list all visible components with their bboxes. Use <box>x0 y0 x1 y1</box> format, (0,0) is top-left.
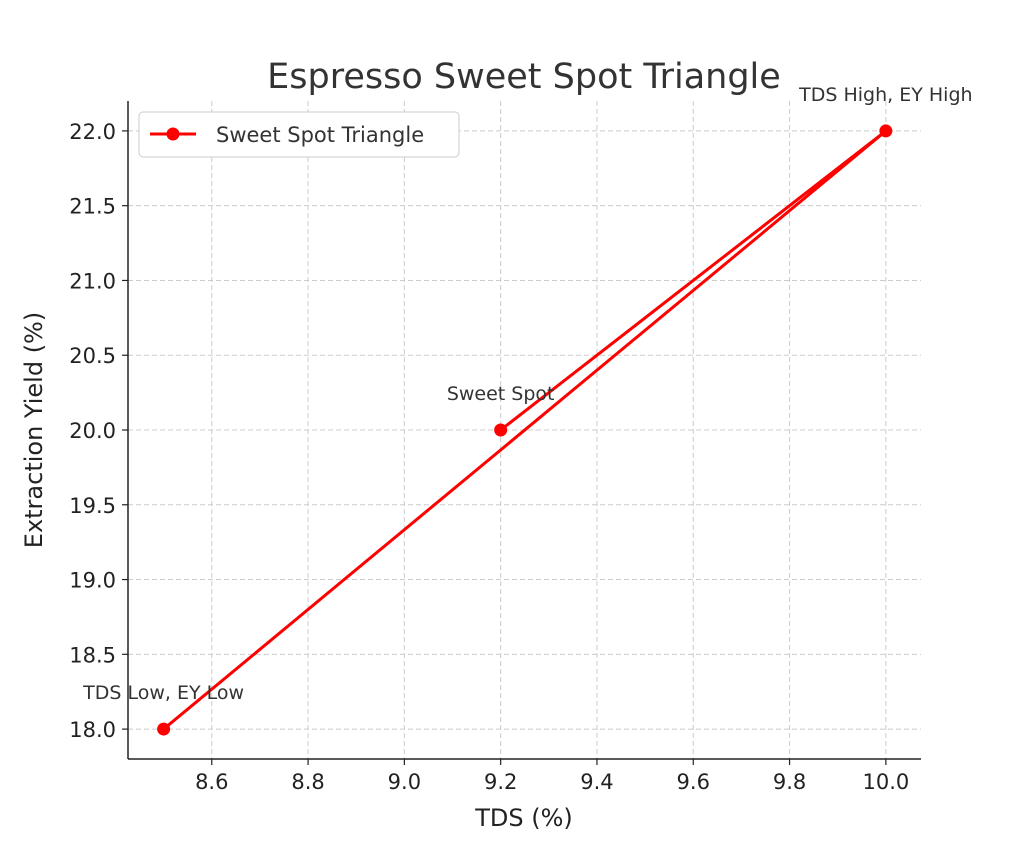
x-tick-label: 9.0 <box>388 770 421 794</box>
y-axis-label: Extraction Yield (%) <box>20 312 48 548</box>
y-tick-label: 18.0 <box>69 718 116 742</box>
y-tick-label: 22.0 <box>69 120 116 144</box>
x-tick-label: 9.2 <box>484 770 517 794</box>
x-tick-label: 8.8 <box>291 770 324 794</box>
y-tick-label: 18.5 <box>69 643 116 667</box>
legend-marker <box>166 127 180 141</box>
y-tick-label: 19.0 <box>69 569 116 593</box>
x-tick-label: 10.0 <box>862 770 909 794</box>
x-tick-label: 9.8 <box>773 770 806 794</box>
chart-title: Espresso Sweet Spot Triangle <box>267 57 781 97</box>
legend-label: Sweet Spot Triangle <box>216 123 424 147</box>
y-tick-label: 20.0 <box>69 419 116 443</box>
y-tick-label: 21.0 <box>69 269 116 293</box>
y-tick-label: 20.5 <box>69 344 116 368</box>
data-point <box>879 124 893 138</box>
x-tick-label: 9.4 <box>580 770 613 794</box>
annotation-label: TDS Low, EY Low <box>82 682 244 704</box>
axes: 8.6 8.8 9.0 9.2 9.4 9.6 9.8 10.0 18.0 18.5 19.0 19.… <box>69 101 921 794</box>
y-tick-label: 19.5 <box>69 494 116 518</box>
x-axis-label: TDS (%) <box>474 804 573 832</box>
annotation-label: TDS High, EY High <box>798 84 972 106</box>
annotation-label: Sweet Spot <box>447 383 555 405</box>
y-tick-label: 21.5 <box>69 195 116 219</box>
data-point <box>494 423 508 437</box>
x-tick-label: 9.6 <box>677 770 710 794</box>
plot-area <box>157 124 893 736</box>
data-point <box>157 722 171 736</box>
legend-box <box>138 111 460 158</box>
annotations: TDS Low, EY Low Sweet Spot TDS High, EY Hi… <box>82 84 972 704</box>
legend: Sweet Spot Triangle <box>138 111 460 158</box>
x-tick-label: 8.6 <box>195 770 228 794</box>
